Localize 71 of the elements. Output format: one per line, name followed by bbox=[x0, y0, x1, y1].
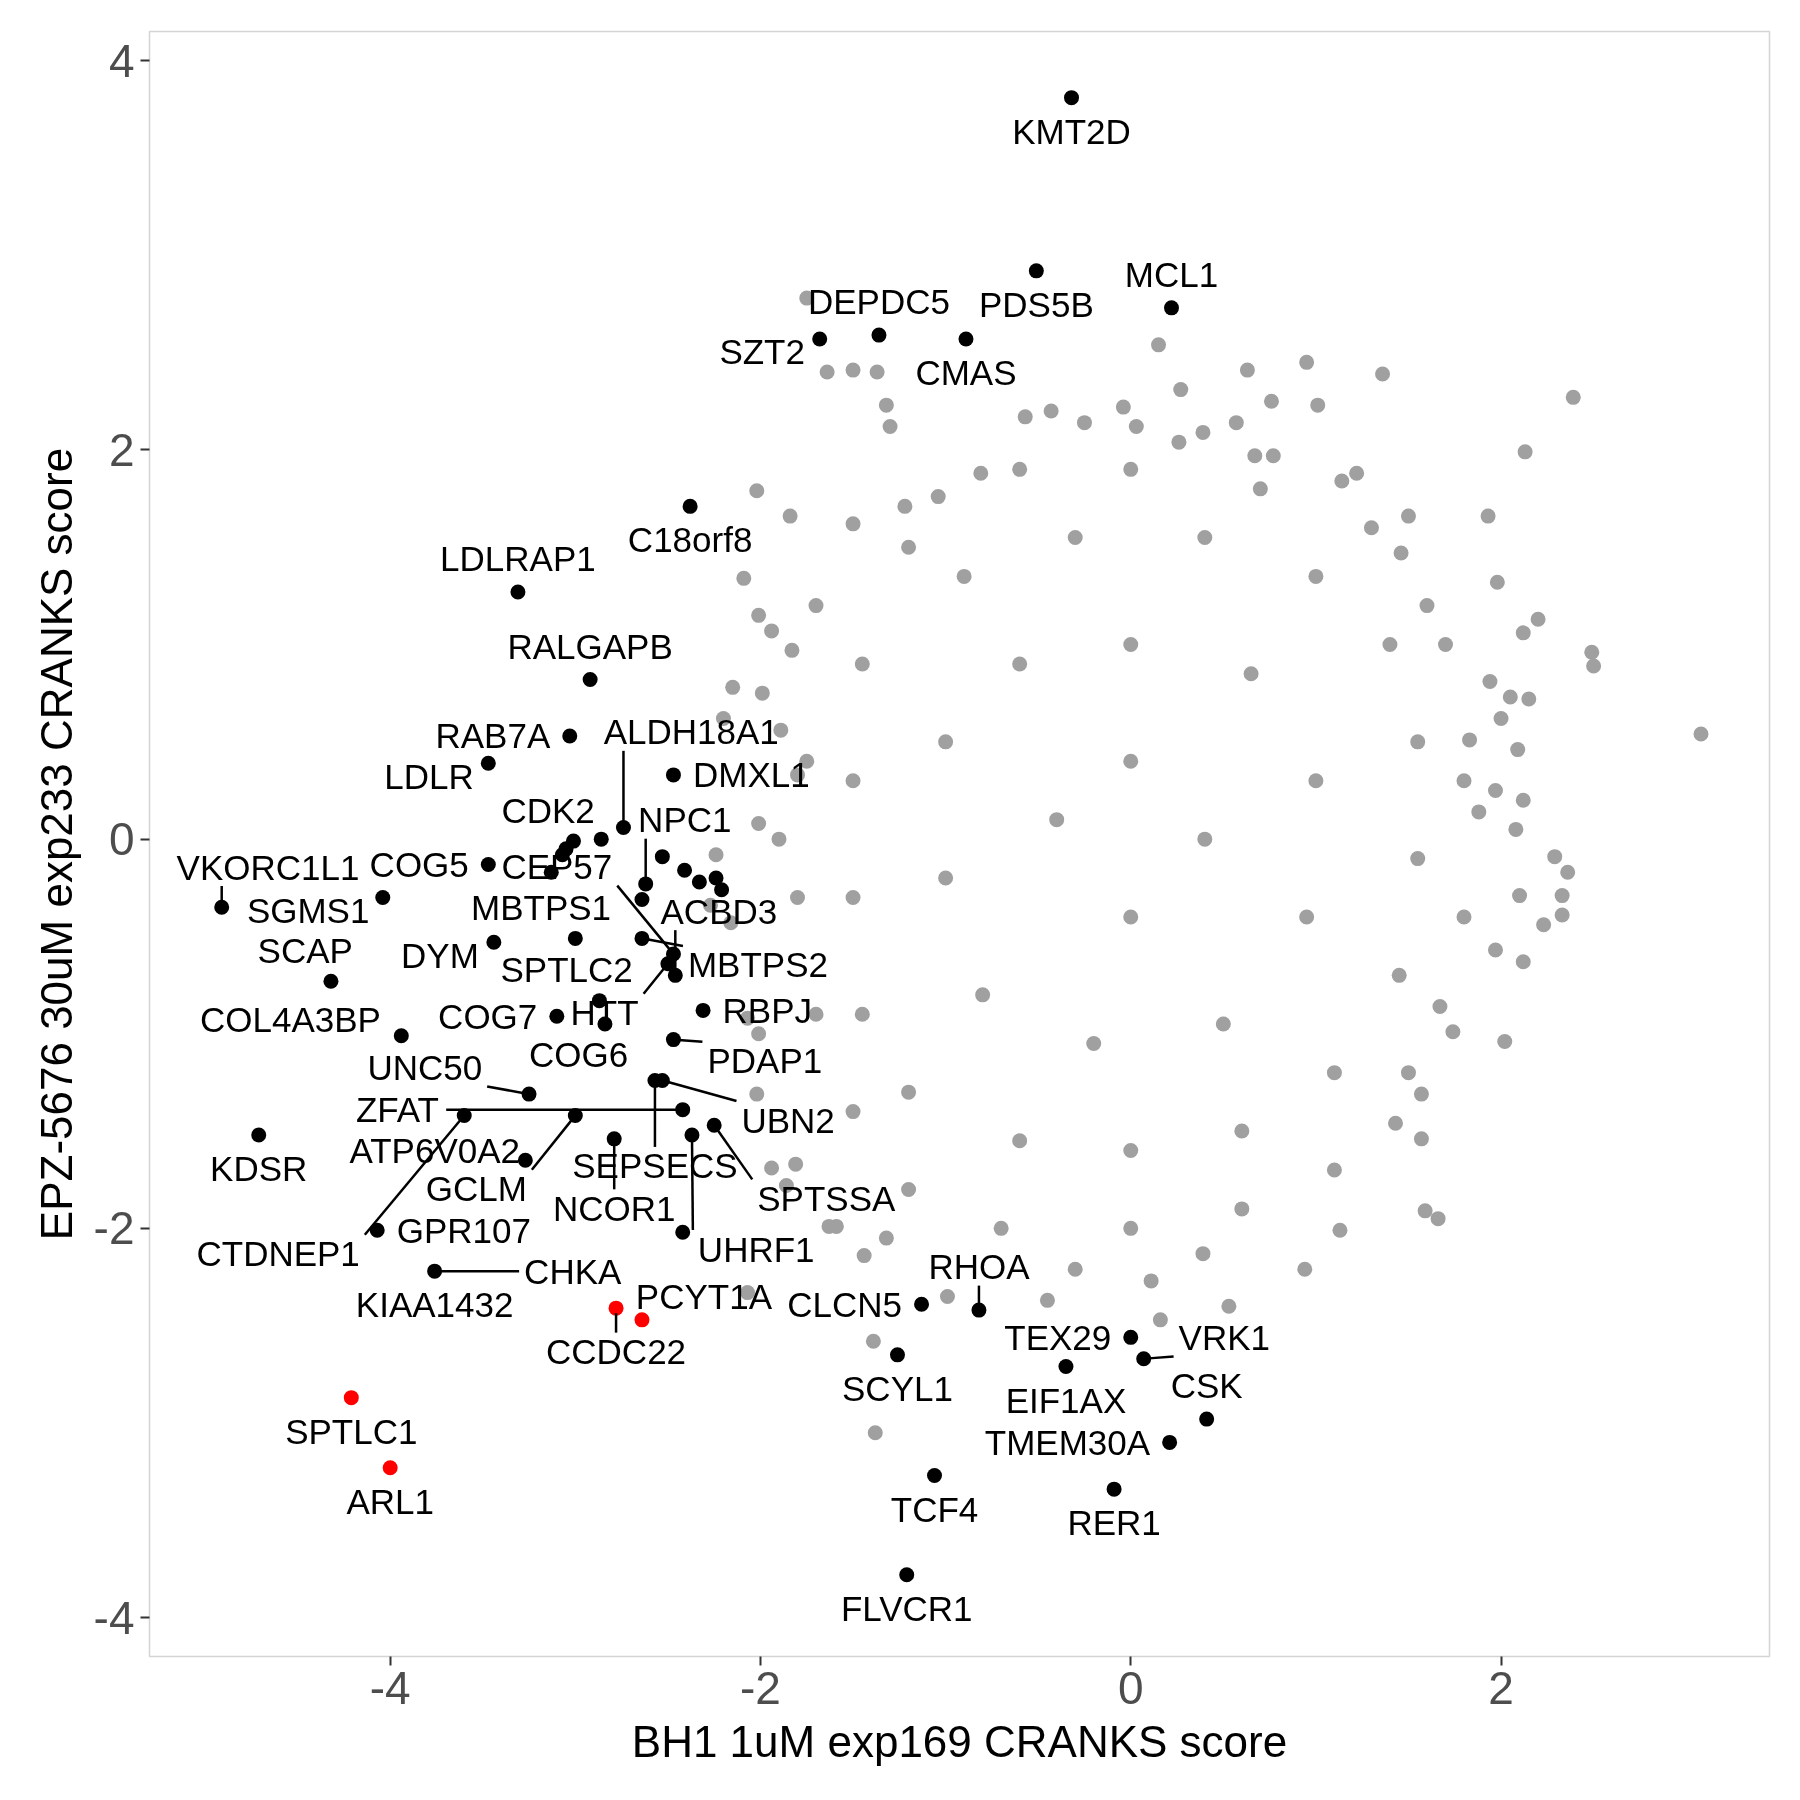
x-tick-label: -2 bbox=[740, 1661, 781, 1714]
annotation: DMXL1 bbox=[692, 755, 810, 795]
annotation: CHKA bbox=[524, 1251, 623, 1291]
y-axis-title: EPZ-5676 30uM exp233 CRANKS score bbox=[31, 447, 81, 1241]
annotation: TMEM30A bbox=[984, 1422, 1151, 1462]
annotation: CMAS bbox=[915, 352, 1017, 392]
annotation: FLVCR1 bbox=[840, 1588, 973, 1628]
annotation: GCLM bbox=[425, 1169, 527, 1209]
x-tick-label: -4 bbox=[369, 1661, 411, 1714]
annotation: VRK1 bbox=[1178, 1318, 1271, 1358]
annotation: SCYL1 bbox=[842, 1368, 953, 1408]
annotation: LDLR bbox=[384, 756, 474, 796]
y-tick-label: 2 bbox=[108, 423, 135, 476]
annotation: SPTLC2 bbox=[500, 950, 633, 990]
annotation: RAB7A bbox=[435, 716, 551, 756]
y-tick-label: -4 bbox=[93, 1591, 135, 1644]
annotation: GPR107 bbox=[396, 1210, 531, 1250]
annotation: TEX29 bbox=[1004, 1317, 1112, 1357]
annotation: UNC50 bbox=[367, 1047, 483, 1087]
annotation: RER1 bbox=[1067, 1503, 1161, 1543]
annotation: EIF1AX bbox=[1005, 1380, 1127, 1420]
annotation: PCYT1A bbox=[635, 1276, 773, 1316]
annotation: CCDC22 bbox=[546, 1332, 687, 1372]
annotation: PDAP1 bbox=[707, 1041, 823, 1081]
annotation: PDS5B bbox=[978, 284, 1094, 324]
annotation: MBTPS1 bbox=[471, 887, 612, 927]
annotation: C18orf8 bbox=[627, 520, 753, 560]
annotation: RHOA bbox=[928, 1247, 1031, 1287]
annotation: COG5 bbox=[369, 844, 469, 884]
annotation: CSK bbox=[1170, 1366, 1243, 1406]
annotation: UBN2 bbox=[741, 1100, 835, 1140]
annotation: MCL1 bbox=[1124, 254, 1219, 294]
annotation: SCAP bbox=[257, 930, 353, 970]
annotation: ARL1 bbox=[346, 1481, 434, 1521]
annotation: RBPJ bbox=[722, 990, 813, 1030]
annotation: ACBD3 bbox=[660, 891, 778, 931]
x-axis-title: BH1 1uM exp169 CRANKS score bbox=[631, 1716, 1288, 1766]
annotation: LDLRAP1 bbox=[440, 538, 596, 578]
annotation: TCF4 bbox=[890, 1489, 979, 1529]
annotation: MBTPS2 bbox=[687, 945, 828, 985]
annotation: NPC1 bbox=[638, 800, 732, 840]
annotation: RALGAPB bbox=[507, 626, 673, 666]
point bbox=[608, 1300, 624, 1316]
annotation: CLCN5 bbox=[787, 1284, 903, 1324]
point bbox=[382, 1460, 398, 1476]
annotation: NCOR1 bbox=[552, 1188, 676, 1228]
annotation: SGMS1 bbox=[246, 890, 370, 930]
annotation: CDK2 bbox=[501, 790, 595, 830]
x-tick-label: 0 bbox=[1117, 1661, 1144, 1714]
annotation: KIAA1432 bbox=[355, 1285, 514, 1325]
annotation: COG7 bbox=[438, 996, 538, 1036]
annotation: ZFAT bbox=[355, 1090, 439, 1130]
annotation: SZT2 bbox=[719, 332, 805, 372]
annotation: SPTLC1 bbox=[285, 1411, 418, 1451]
annotation: UHRF1 bbox=[697, 1229, 815, 1269]
annotation: DYM bbox=[401, 935, 479, 975]
annotation: COG6 bbox=[528, 1035, 629, 1075]
annotation: KMT2D bbox=[1012, 111, 1131, 151]
y-tick-label: -2 bbox=[93, 1202, 135, 1255]
x-tick-label: 2 bbox=[1488, 1661, 1514, 1714]
annotation: COL4A3BP bbox=[200, 999, 381, 1039]
y-tick-label: 4 bbox=[108, 34, 135, 87]
y-tick-label: 0 bbox=[108, 813, 135, 866]
annotation: VKORC1L1 bbox=[176, 847, 360, 887]
point bbox=[343, 1390, 359, 1406]
annotation: DEPDC5 bbox=[807, 282, 950, 322]
point bbox=[634, 1312, 650, 1328]
annotation: SPTSSA bbox=[757, 1178, 897, 1218]
annotation: KDSR bbox=[210, 1148, 308, 1188]
annotation: CTDNEP1 bbox=[196, 1234, 360, 1274]
annotation: ALDH18A1 bbox=[603, 712, 779, 752]
